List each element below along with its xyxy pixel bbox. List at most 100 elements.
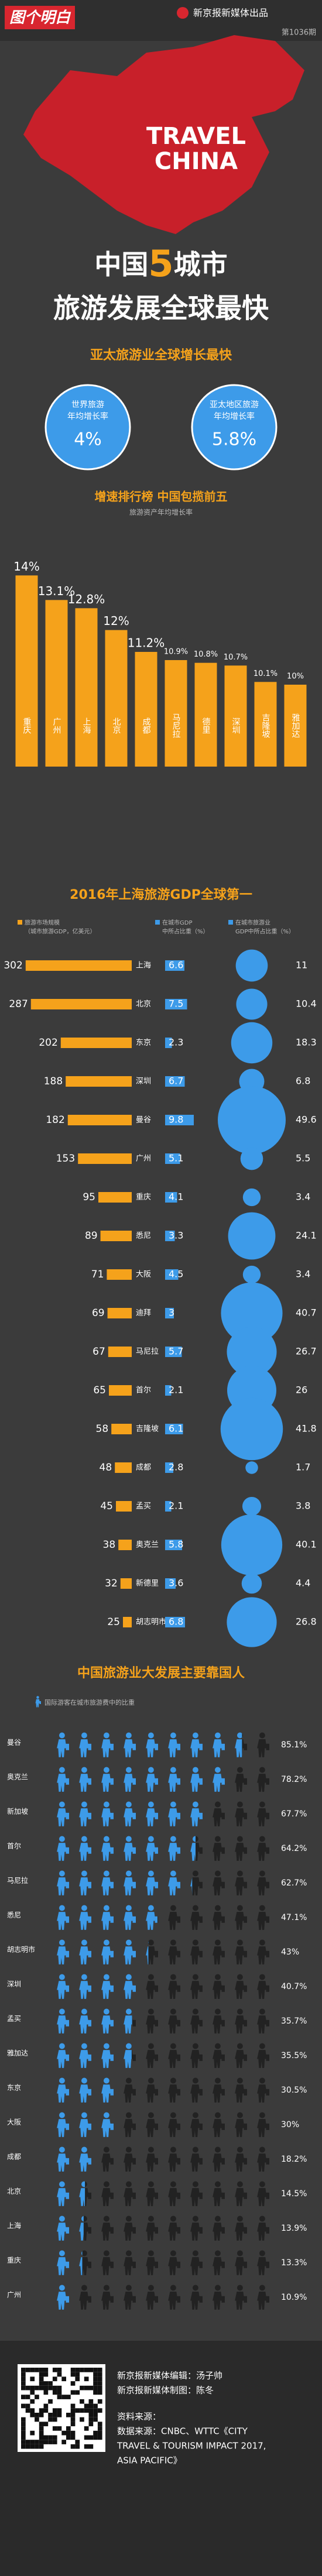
qr-cell [75, 2444, 80, 2449]
bar [165, 660, 187, 767]
person-icon [79, 1767, 91, 1792]
person-icon [79, 2112, 91, 2137]
qr-cell [21, 2430, 26, 2436]
qr-cell [21, 2440, 26, 2444]
category-label: 雅加达 [291, 713, 300, 738]
bar [135, 652, 157, 767]
person-icon [213, 2250, 225, 2275]
section-subtitle: 增速排行榜 中国包揽前五 [95, 490, 228, 504]
person-icon [101, 1732, 114, 1757]
qr-cell [43, 2368, 49, 2372]
bar [15, 575, 38, 767]
qr-cell [61, 2440, 66, 2444]
qr-cell [70, 2417, 76, 2422]
share-bar [165, 1153, 180, 1164]
qr-cell [39, 2381, 44, 2386]
qr-cell [66, 2395, 71, 2399]
gdp-bar [107, 1308, 132, 1318]
qr-cell [84, 2376, 89, 2382]
person-icon [168, 2285, 180, 2310]
qr-cell [66, 2426, 71, 2431]
person-icon [57, 2112, 69, 2137]
qr-cell [88, 2444, 94, 2449]
qr-cell [80, 2399, 84, 2404]
value-label: 40.7% [281, 1982, 307, 1991]
source-label: 资料来源： [117, 2412, 161, 2422]
gdp-bar [108, 1347, 132, 1357]
category-label: 重庆 [22, 717, 32, 734]
person-icon [257, 2250, 269, 2275]
qr-cell [97, 2376, 102, 2382]
share-circle [227, 1597, 277, 1647]
value-label: 47.1% [281, 1913, 307, 1922]
person-icon [213, 1905, 225, 1930]
gdp-value: 182 [46, 1114, 64, 1126]
person-icon [190, 2077, 203, 2103]
legend-label: 国际游客在城市旅游费中的比重 [44, 1698, 135, 1706]
designer: 新京报新媒体制图：陈冬 [117, 2385, 214, 2396]
gdp-value: 67 [93, 1346, 105, 1358]
value-label: 67.7% [281, 1809, 307, 1819]
share-circle [242, 1496, 262, 1516]
gdp-bar [107, 1269, 132, 1280]
share-circle [218, 1086, 286, 1154]
source: TRAVEL & TOURISM IMPACT 2017, [117, 2441, 266, 2451]
share-value: 41.8 [296, 1423, 317, 1434]
qr-cell [97, 2426, 102, 2431]
person-icon [257, 1732, 269, 1757]
person-icon [57, 1870, 69, 1895]
editor: 新京报新媒体编辑：汤子帅 [117, 2371, 222, 2381]
person-icon [190, 2112, 203, 2137]
person-icon [190, 2043, 203, 2068]
person-icon [235, 1767, 247, 1792]
qr-cell [75, 2368, 80, 2372]
value-label: 18.2% [281, 2155, 307, 2164]
hero-title: 中国5城市 [94, 242, 227, 285]
qr-cell [97, 2368, 102, 2372]
share-value: 6.1 [169, 1423, 183, 1434]
qr-cell [70, 2435, 76, 2440]
person-icon [146, 2216, 158, 2241]
gdp-value: 302 [4, 960, 22, 971]
gdp-value: 48 [100, 1462, 112, 1474]
icons-bg [57, 2285, 269, 2310]
qr-cell [52, 2385, 57, 2390]
share-value: 26.8 [296, 1616, 317, 1627]
qr-cell [93, 2403, 98, 2409]
share-value: 5.8 [169, 1539, 183, 1550]
qr-cell [25, 2395, 30, 2399]
qr-cell [70, 2368, 76, 2372]
qr-cell [39, 2435, 44, 2440]
person-icon [235, 2181, 247, 2206]
qr-cell [70, 2413, 76, 2417]
share-value: 40.1 [296, 1539, 317, 1550]
person-icon [124, 1732, 136, 1757]
person-icon [213, 2285, 225, 2310]
share-bar [165, 1076, 185, 1087]
person-icon [213, 1801, 225, 1826]
value-label: 13.9% [281, 2224, 307, 2233]
city-label: 悉尼 [7, 1911, 21, 1919]
qr-cell [21, 2395, 26, 2399]
person-icon [257, 1974, 269, 1999]
share-value: 3.3 [169, 1230, 183, 1241]
city-label: 首尔 [136, 1386, 151, 1395]
qr-cell [48, 2399, 53, 2404]
person-icon [235, 2285, 247, 2310]
person-icon [146, 2043, 158, 2068]
stat-circle [191, 384, 278, 470]
person-icon [190, 1732, 203, 1757]
qr-cell [52, 2413, 57, 2417]
share-value: 6.7 [169, 1076, 183, 1087]
qr-cell [39, 2372, 44, 2377]
qr-cell [70, 2381, 76, 2386]
person-icon [57, 2181, 69, 2206]
qr-cell [93, 2381, 98, 2386]
city-label: 新加坡 [7, 1807, 28, 1816]
icons-share [57, 1732, 242, 1757]
gdp-value: 153 [56, 1153, 75, 1165]
gdp-bar [109, 1385, 132, 1396]
city-label: 曼谷 [7, 1739, 21, 1747]
person-icon [257, 2146, 269, 2172]
gdp-bar [67, 1115, 132, 1125]
